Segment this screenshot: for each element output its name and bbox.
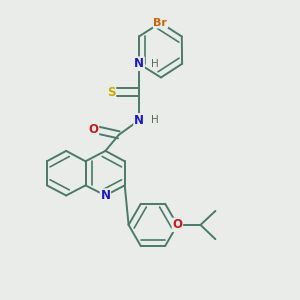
Text: S: S	[107, 85, 116, 98]
Text: H: H	[152, 59, 159, 69]
Text: N: N	[134, 57, 144, 70]
Text: H: H	[152, 115, 159, 125]
Text: O: O	[172, 218, 182, 231]
Text: Br: Br	[154, 18, 167, 28]
Text: N: N	[134, 57, 144, 70]
Text: N: N	[134, 114, 144, 127]
Text: N: N	[100, 189, 110, 202]
Text: O: O	[88, 123, 98, 136]
